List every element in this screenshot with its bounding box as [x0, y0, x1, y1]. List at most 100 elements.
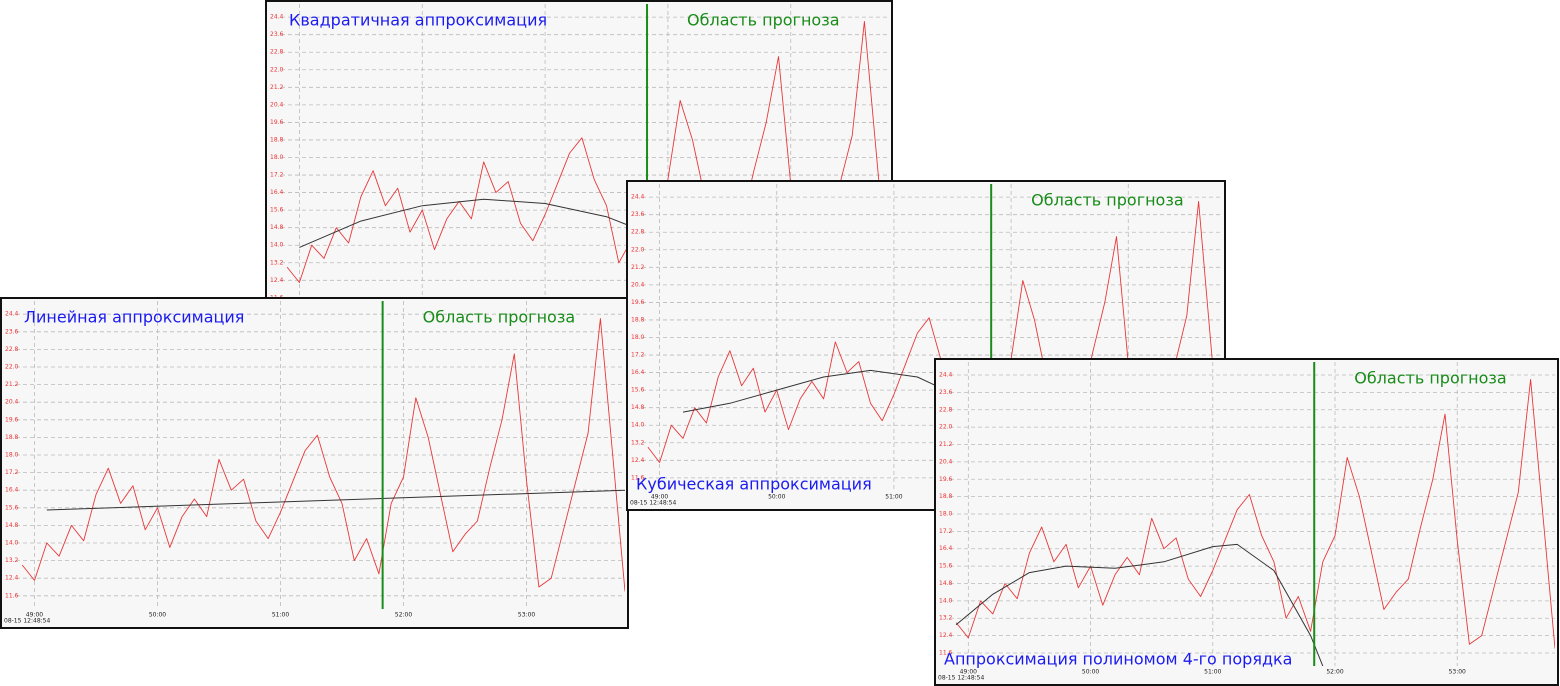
- y-tick-label: 12.4: [5, 575, 19, 582]
- chart-panel: 11.6 12.4 13.2 14.0 14.8 15.6 16.4 17.2 18.0 18.8…: [934, 358, 1559, 686]
- y-tick-label: 18.8: [939, 493, 953, 500]
- y-tick-label: 21.2: [5, 381, 19, 388]
- x-tick-label: 50:00: [768, 494, 785, 501]
- data-line: [955, 378, 1555, 649]
- y-tick-label: 18.8: [5, 434, 19, 441]
- y-tick-label: 22.8: [5, 346, 19, 353]
- y-tick-label: 24.4: [631, 194, 645, 201]
- y-tick-label: 18.0: [270, 154, 284, 161]
- fit-line: [46, 489, 625, 511]
- chart-title: Аппроксимация полиномом 4-го порядка: [944, 650, 1292, 669]
- y-tick-label: 22.8: [939, 406, 953, 413]
- data-line: [286, 21, 889, 294]
- y-tick-label: 19.6: [631, 299, 645, 306]
- x-tick-label: 50:00: [1082, 669, 1099, 676]
- forecast-label: Область прогноза: [423, 308, 576, 327]
- y-tick-label: 20.4: [270, 101, 284, 108]
- y-tick-label: 23.6: [5, 328, 19, 335]
- chart-panel: 11.612.413.214.014.815.616.417.218.018.8…: [265, 0, 893, 331]
- x-tick-label: 53:00: [518, 612, 535, 619]
- y-tick-label: 14.0: [631, 422, 645, 429]
- y-tick-label: 14.8: [270, 224, 284, 231]
- plot: [21, 318, 625, 592]
- y-tick-label: 22.0: [270, 66, 284, 73]
- y-tick-label: 21.2: [939, 441, 953, 448]
- y-tick-label: 18.8: [270, 136, 284, 143]
- y-tick-label: 19.6: [270, 119, 284, 126]
- y-tick-label: 20.4: [5, 399, 19, 406]
- y-tick-label: 23.6: [631, 211, 645, 218]
- x-tick-label: 49:00: [26, 612, 43, 619]
- y-tick-label: 13.2: [5, 557, 19, 564]
- y-tick-label: 22.0: [939, 424, 953, 431]
- y-tick-label: 14.8: [5, 522, 19, 529]
- y-tick-label: 14.0: [939, 597, 953, 604]
- y-tick-label: 13.2: [939, 615, 953, 622]
- y-tick-label: 12.4: [939, 632, 953, 639]
- y-tick-label: 23.6: [939, 389, 953, 396]
- chart-title: Квадратичная аппроксимация: [289, 11, 547, 30]
- y-tick-label: 16.4: [5, 487, 19, 494]
- date-label: 08-15 12:48:54: [4, 618, 50, 625]
- y-tick-label: 17.2: [631, 352, 645, 359]
- y-tick-label: 15.6: [631, 387, 645, 394]
- y-tick-label: 18.0: [939, 511, 953, 518]
- y-tick-label: 22.0: [631, 246, 645, 253]
- data-line: [21, 318, 625, 592]
- data-line: [647, 201, 1222, 474]
- y-tick-label: 13.2: [631, 439, 645, 446]
- y-tick-label: 18.0: [5, 452, 19, 459]
- y-tick-label: 21.2: [631, 264, 645, 271]
- y-tick-label: 12.4: [270, 277, 284, 284]
- y-tick-label: 24.4: [270, 14, 284, 21]
- y-tick-label: 14.8: [631, 404, 645, 411]
- y-tick-label: 18.8: [631, 316, 645, 323]
- y-tick-label: 15.6: [270, 207, 284, 214]
- y-tick-label: 19.6: [939, 476, 953, 483]
- chart-title: Кубическая аппроксимация: [636, 475, 872, 494]
- x-tick-label: 52:00: [1326, 669, 1343, 676]
- y-tick-label: 16.4: [939, 545, 953, 552]
- y-tick-label: 14.0: [5, 540, 19, 547]
- y-tick-label: 22.8: [631, 229, 645, 236]
- y-tick-label: 22.8: [270, 49, 284, 56]
- y-tick-label: 16.4: [631, 369, 645, 376]
- y-tick-label: 18.0: [631, 334, 645, 341]
- y-tick-label: 24.4: [5, 311, 19, 318]
- y-tick-label: 24.4: [939, 372, 953, 379]
- y-tick-label: 11.6: [631, 474, 645, 481]
- x-tick-label: 49:00: [960, 669, 977, 676]
- y-tick-label: 13.2: [270, 259, 284, 266]
- y-tick-label: 22.0: [5, 364, 19, 371]
- date-label: 08-15 12:48:54: [630, 500, 676, 507]
- y-tick-label: 23.6: [270, 31, 284, 38]
- fit-line: [955, 543, 1324, 666]
- chart-title: Линейная аппроксимация: [24, 308, 244, 327]
- chart: 11.6 12.4 13.2 14.0 14.8 15.6 16.4 17.2 18.0 18.8…: [4, 301, 625, 625]
- x-tick-label: 51:00: [885, 494, 902, 501]
- y-tick-label: 14.0: [270, 242, 284, 249]
- forecast-label: Область прогноза: [1354, 369, 1507, 388]
- y-tick-label: 20.4: [939, 458, 953, 465]
- x-tick-label: 51:00: [1204, 669, 1221, 676]
- y-tick-label: 17.2: [939, 528, 953, 535]
- y-tick-label: 15.6: [939, 563, 953, 570]
- y-tick-label: 21.2: [270, 84, 284, 91]
- plot: [955, 378, 1555, 666]
- y-tick-label: 16.4: [270, 189, 284, 196]
- x-tick-label: 51:00: [272, 612, 289, 619]
- chart-panel: 11.6 12.4 13.2 14.0 14.8 15.6 16.4 17.2 18.0 18.8…: [626, 180, 1226, 511]
- forecast-label: Область прогноза: [1031, 191, 1184, 210]
- y-tick-label: 11.6: [5, 592, 19, 599]
- x-tick-label: 52:00: [395, 612, 412, 619]
- y-tick-label: 19.6: [5, 416, 19, 423]
- y-tick-label: 20.4: [631, 281, 645, 288]
- y-tick-label: 15.6: [5, 504, 19, 511]
- y-tick-label: 12.4: [631, 457, 645, 464]
- date-label: 08-15 12:48:54: [938, 675, 984, 682]
- y-tick-label: 11.6: [939, 649, 953, 656]
- y-tick-label: 14.8: [939, 580, 953, 587]
- y-tick-label: 17.2: [270, 172, 284, 179]
